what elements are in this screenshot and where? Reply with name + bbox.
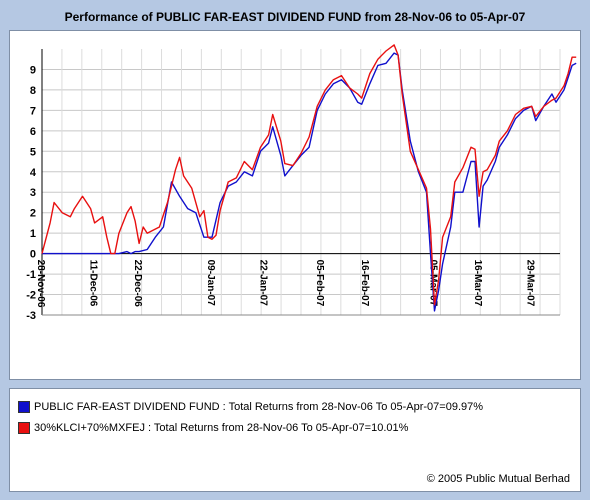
legend-label-benchmark: 30%KLCI+70%MXFEJ : Total Returns from 28… <box>34 422 409 434</box>
y-tick-label: 3 <box>30 187 36 199</box>
line-chart: -3 -2 -1 0 1 2 3 4 5 6 7 8 9 28-Nov-06 11-Dec-06 22-Dec… <box>26 44 577 322</box>
y-tick-label: 7 <box>30 105 36 117</box>
chart-title: Performance of PUBLIC FAR-EAST DIVIDEND … <box>64 10 526 24</box>
y-tick-label: 8 <box>30 85 36 97</box>
y-tick-label: -3 <box>26 310 36 322</box>
x-tick-label: 28-Nov-06 <box>35 260 46 308</box>
legend-item-benchmark: 30%KLCI+70%MXFEJ : Total Returns from 28… <box>18 422 408 434</box>
x-tick-label: 11-Dec-06 <box>88 260 99 307</box>
legend-item-fund: PUBLIC FAR-EAST DIVIDEND FUND : Total Re… <box>18 401 483 413</box>
axes: -3 -2 -1 0 1 2 3 4 5 6 7 8 9 28-Nov-06 11-Dec-06 22-Dec… <box>26 49 560 322</box>
x-tick-label: 09-Jan-07 <box>205 260 216 307</box>
x-tick-label: 22-Dec-06 <box>132 260 143 308</box>
x-tick-label: 16-Mar-07 <box>472 260 483 307</box>
x-tick-label: 29-Mar-07 <box>525 260 536 307</box>
y-tick-label: 5 <box>30 146 36 158</box>
x-tick-label: 05-Feb-07 <box>314 260 325 307</box>
legend-label-fund: PUBLIC FAR-EAST DIVIDEND FUND : Total Re… <box>34 401 484 413</box>
y-tick-label: -1 <box>26 269 36 281</box>
chart-panel: -3 -2 -1 0 1 2 3 4 5 6 7 8 9 28-Nov-06 11-Dec-06 22-Dec… <box>9 30 581 380</box>
benchmark-color-swatch <box>18 422 30 434</box>
y-tick-label: -2 <box>26 290 36 302</box>
y-tick-label: 4 <box>30 167 37 179</box>
y-tick-label: 6 <box>30 126 36 138</box>
x-tick-label: 16-Feb-07 <box>359 260 370 307</box>
legend-panel: PUBLIC FAR-EAST DIVIDEND FUND : Total Re… <box>9 388 581 492</box>
copyright-text: © 2005 Public Mutual Berhad <box>426 473 570 485</box>
y-tick-label: 2 <box>30 208 36 220</box>
y-tick-label: 9 <box>30 64 36 76</box>
fund-color-swatch <box>18 401 30 413</box>
x-tick-label: 22-Jan-07 <box>258 260 269 307</box>
series-line-fund <box>42 52 577 312</box>
y-tick-label: 0 <box>30 249 36 261</box>
series-lines <box>41 44 577 312</box>
series-line-benchmark <box>41 44 577 306</box>
y-tick-label: 1 <box>30 228 36 240</box>
